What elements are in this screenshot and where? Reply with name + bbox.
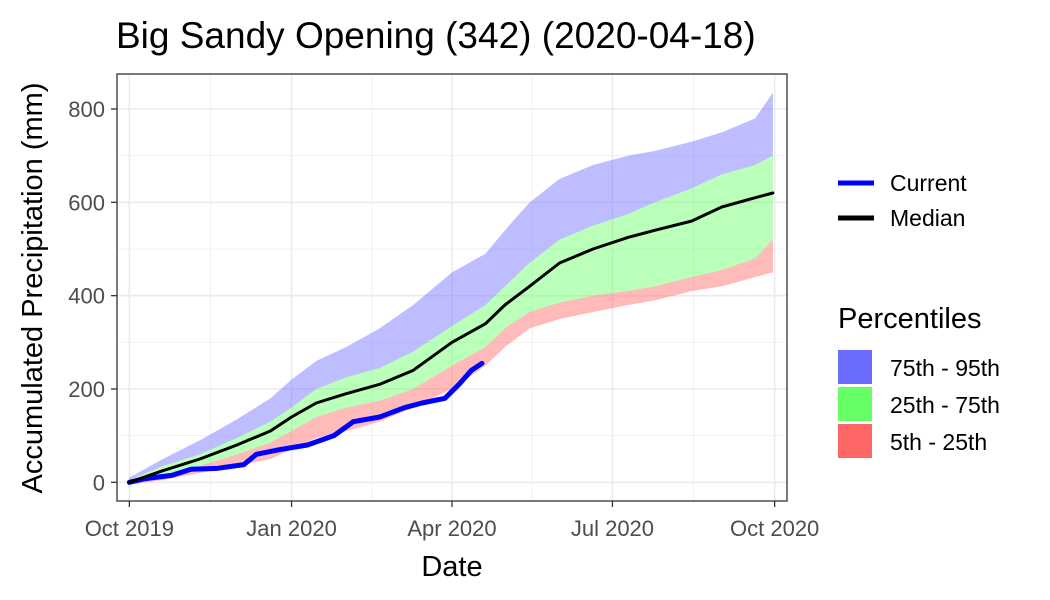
band-5th-25th (129, 239, 773, 485)
y-tick-label: 400 (68, 284, 105, 309)
legend-fill-label: 75th - 95th (890, 355, 1000, 381)
legend-label-median: Median (890, 205, 965, 231)
chart-title: Big Sandy Opening (342) (2020-04-18) (116, 15, 756, 56)
y-axis: 0 200 400 600 800 (68, 97, 117, 495)
x-tick-label: Oct 2020 (730, 516, 819, 541)
legend-swatch (838, 387, 872, 421)
legend-label-current: Current (890, 170, 967, 196)
series-lines (126, 191, 775, 485)
x-tick-label: Jan 2020 (246, 516, 337, 541)
x-tick-label: Oct 2019 (85, 516, 174, 541)
line-median (127, 191, 775, 484)
legend: Current Median Percentiles 75th - 95th 25th … (838, 170, 1000, 458)
legend-title: Percentiles (838, 303, 981, 335)
legend-swatch (838, 350, 872, 384)
line-current (126, 360, 485, 485)
band-75th-95th (129, 92, 773, 481)
x-axis-title: Date (421, 551, 482, 583)
y-tick-label: 0 (93, 470, 105, 495)
y-tick-label: 200 (68, 377, 105, 402)
percentile-bands (129, 92, 773, 485)
legend-fill-label: 5th - 25th (890, 429, 987, 455)
legend-fill-label: 25th - 75th (890, 392, 1000, 418)
y-axis-title: Accumulated Precipitation (mm) (17, 83, 49, 494)
y-tick-label: 800 (68, 97, 105, 122)
band-25th-75th (129, 155, 773, 483)
x-axis: Oct 2019 Jan 2020 Apr 2020 Jul 2020 Oct 2020 (85, 501, 819, 541)
y-tick-label: 600 (68, 190, 105, 215)
legend-swatch (838, 424, 872, 458)
x-tick-label: Apr 2020 (407, 516, 496, 541)
x-tick-label: Jul 2020 (571, 516, 654, 541)
